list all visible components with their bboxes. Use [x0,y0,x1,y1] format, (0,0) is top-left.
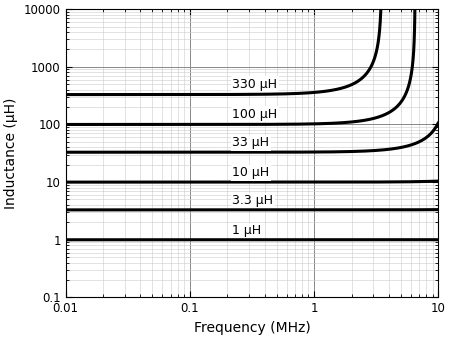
Text: 3.3 μH: 3.3 μH [232,194,274,207]
Text: 100 μH: 100 μH [232,108,278,121]
Text: 1 μH: 1 μH [232,224,261,237]
Text: 330 μH: 330 μH [232,78,277,91]
Text: 33 μH: 33 μH [232,136,270,149]
Text: 10 μH: 10 μH [232,166,270,179]
X-axis label: Frequency (MHz): Frequency (MHz) [194,321,310,335]
Y-axis label: Inductance (μH): Inductance (μH) [4,98,18,209]
